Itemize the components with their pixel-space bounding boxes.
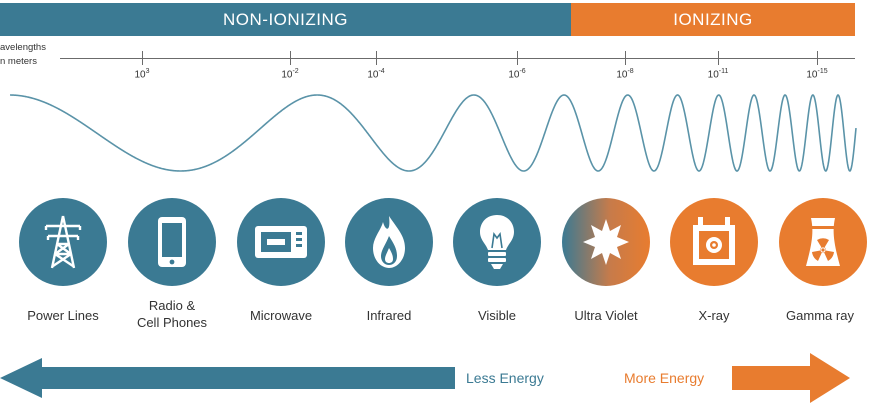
axis-tick [376,51,377,65]
radiation-plant-icon [806,218,840,266]
cell-phone-icon [158,217,186,267]
more-energy-arrow-icon [732,353,850,403]
microwave-icon [255,226,307,258]
wavelength-wave [9,94,857,172]
tick-label: 10-6 [508,68,526,81]
tick-label: 10-11 [707,68,729,81]
label-radio-line1: Radio & [148,298,196,313]
label-power-lines: Power Lines [27,308,99,323]
axis-tick [290,51,291,65]
wavelength-axis [60,58,855,59]
x-ray-circle [670,198,758,286]
less-energy-arrow-icon [0,358,455,398]
xray-machine-icon [693,217,735,265]
tick-label: 103 [134,68,150,81]
ionizing-band: IONIZING [571,3,855,36]
power-tower-icon [44,215,82,269]
axis-tick [517,51,518,65]
light-bulb-icon [480,215,514,269]
label-radio-cell-phones: Radio & Cell Phones [117,297,227,331]
axis-tick [718,51,719,65]
ultra-violet-circle [562,198,650,286]
axis-tick [142,51,143,65]
non-ionizing-band: NON-IONIZING [0,3,571,36]
wavelength-scale-label: avelengths n meters [0,41,46,69]
tick-label: 10-4 [367,68,385,81]
ionizing-title: IONIZING [673,9,753,29]
radio-cell-phones-circle [128,198,216,286]
flame-icon [373,216,405,268]
infrared-circle [345,198,433,286]
non-ionizing-title: NON-IONIZING [223,9,348,29]
sun-icon [583,219,629,265]
label-microwave: Microwave [249,308,313,323]
label-gamma-ray: Gamma ray [786,308,854,323]
tick-label: 10-2 [281,68,299,81]
label-ultra-violet: Ultra Violet [574,308,638,323]
less-energy-label: Less Energy [466,370,544,386]
gamma-ray-circle [779,198,867,286]
axis-tick [625,51,626,65]
power-lines-circle [19,198,107,286]
label-infrared: Infrared [366,308,412,323]
axis-tick [817,51,818,65]
microwave-circle [237,198,325,286]
label-radio-line2: Cell Phones [136,315,208,330]
scale-label-line1: avelengths [0,42,46,53]
tick-label: 10-8 [616,68,634,81]
tick-label: 10-15 [806,68,828,81]
scale-label-line2: n meters [0,56,37,67]
label-visible: Visible [477,308,517,323]
more-energy-label: More Energy [624,370,705,386]
label-x-ray: X-ray [698,308,730,323]
visible-circle [453,198,541,286]
